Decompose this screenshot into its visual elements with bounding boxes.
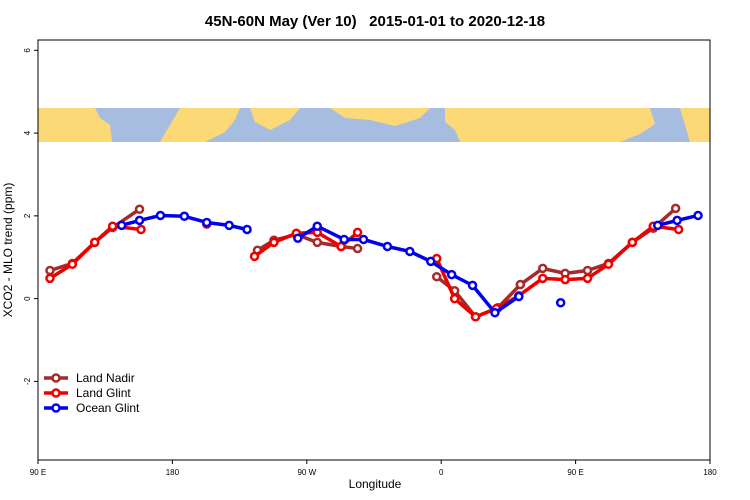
y-tick-label: 4 (23, 130, 32, 135)
data-point (201, 217, 212, 228)
legend-label: Ocean Glint (76, 401, 140, 415)
data-point (467, 280, 478, 291)
data-point (312, 221, 323, 231)
data-point (405, 246, 415, 257)
plot-border (37, 39, 711, 461)
data-point (514, 291, 524, 302)
data-point (67, 259, 78, 270)
x-tick-label: 90 E (567, 468, 583, 477)
y-tick-label: 0 (23, 296, 32, 301)
data-point (293, 233, 303, 243)
legend-label: Land Nadir (76, 371, 135, 385)
y-tick-label: 6 (23, 48, 32, 53)
data-point (224, 220, 234, 231)
data-point (45, 273, 55, 284)
data-point (358, 234, 369, 245)
y-tick-label: -2 (23, 377, 32, 385)
data-point (179, 211, 190, 222)
data-point (269, 237, 279, 248)
legend-marker (51, 373, 61, 383)
data-point (155, 210, 166, 221)
data-point (470, 312, 481, 322)
data-point (670, 203, 681, 214)
data-point (652, 220, 663, 231)
data-point (45, 265, 55, 276)
data-point (449, 293, 460, 304)
legend-marker (51, 388, 61, 398)
data-point (446, 269, 457, 280)
data-point (134, 204, 145, 214)
data-point (603, 259, 614, 270)
map-strip (38, 108, 710, 142)
data-point (515, 279, 526, 290)
data-point (537, 263, 548, 274)
y-tick-label: 2 (23, 213, 32, 218)
data-point (382, 241, 393, 252)
x-tick-label: 180 (166, 468, 180, 477)
chart-title: 45N-60N May (Ver 10) 2015-01-01 to 2020-… (205, 13, 545, 30)
data-point (352, 243, 363, 254)
data-point (312, 237, 323, 248)
data-point (431, 271, 442, 282)
x-tick-label: 90 E (30, 468, 46, 477)
data-point (673, 224, 684, 235)
data-point (242, 224, 252, 235)
data-point (134, 215, 145, 226)
data-point (582, 273, 593, 284)
data-point (560, 274, 570, 285)
x-tick-label: 90 W (297, 468, 316, 477)
data-point (627, 237, 638, 248)
data-point (107, 221, 118, 231)
data-point (136, 224, 146, 235)
data-point (582, 265, 593, 276)
data-point (249, 251, 260, 262)
data-point (490, 307, 500, 318)
data-point (555, 298, 566, 308)
data-point (89, 237, 100, 248)
legend-marker (51, 403, 61, 413)
data-point (116, 220, 127, 231)
data-point (425, 256, 436, 267)
legend-label: Land Glint (76, 386, 131, 400)
data-point (352, 227, 363, 238)
y-axis-label: XCO2 - MLO trend (ppm) (1, 183, 15, 318)
plot-area (38, 40, 710, 460)
data-point (672, 215, 682, 226)
x-axis-label: Longitude (349, 477, 402, 491)
data-point (693, 210, 703, 221)
data-point (537, 273, 548, 284)
x-tick-label: 180 (703, 468, 717, 477)
x-tick-label: 0 (439, 468, 444, 477)
data-point (339, 234, 349, 245)
